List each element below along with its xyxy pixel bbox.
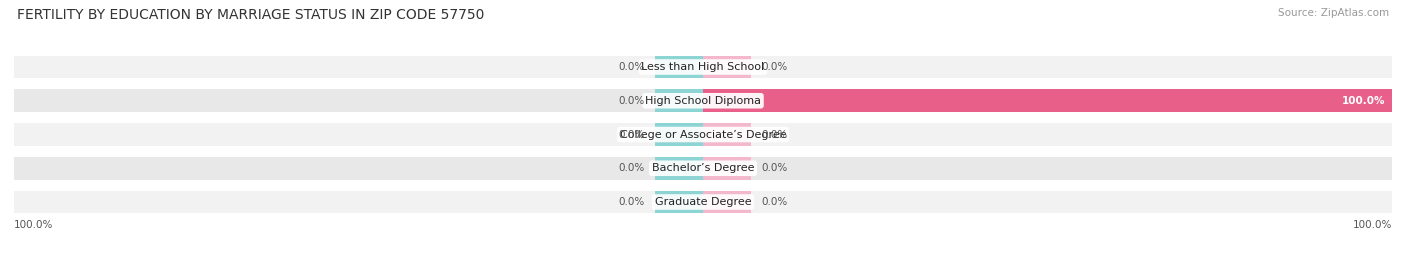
- Bar: [703, 89, 1392, 112]
- Bar: [655, 89, 703, 112]
- Bar: [655, 157, 703, 180]
- Bar: [14, 89, 1392, 112]
- Text: 0.0%: 0.0%: [762, 197, 787, 207]
- Bar: [14, 190, 1392, 214]
- Bar: [703, 123, 751, 146]
- Text: 0.0%: 0.0%: [619, 197, 644, 207]
- Bar: [14, 157, 1392, 180]
- Text: 100.0%: 100.0%: [1353, 220, 1392, 229]
- Bar: [14, 123, 1392, 146]
- Text: 0.0%: 0.0%: [619, 129, 644, 140]
- Text: 100.0%: 100.0%: [14, 220, 53, 229]
- Bar: [703, 190, 751, 214]
- Text: 0.0%: 0.0%: [619, 62, 644, 72]
- Text: 0.0%: 0.0%: [619, 163, 644, 173]
- Text: 0.0%: 0.0%: [762, 129, 787, 140]
- Text: FERTILITY BY EDUCATION BY MARRIAGE STATUS IN ZIP CODE 57750: FERTILITY BY EDUCATION BY MARRIAGE STATU…: [17, 8, 484, 22]
- Bar: [14, 55, 1392, 79]
- Bar: [655, 55, 703, 79]
- Text: High School Diploma: High School Diploma: [645, 96, 761, 106]
- Text: Source: ZipAtlas.com: Source: ZipAtlas.com: [1278, 8, 1389, 18]
- Text: 0.0%: 0.0%: [762, 62, 787, 72]
- Text: 0.0%: 0.0%: [619, 96, 644, 106]
- Bar: [655, 190, 703, 214]
- Text: College or Associate’s Degree: College or Associate’s Degree: [620, 129, 786, 140]
- Text: 100.0%: 100.0%: [1341, 96, 1385, 106]
- Bar: [703, 55, 751, 79]
- Text: Less than High School: Less than High School: [641, 62, 765, 72]
- Text: Graduate Degree: Graduate Degree: [655, 197, 751, 207]
- Text: Bachelor’s Degree: Bachelor’s Degree: [652, 163, 754, 173]
- Bar: [655, 123, 703, 146]
- Text: 0.0%: 0.0%: [762, 163, 787, 173]
- Bar: [703, 157, 751, 180]
